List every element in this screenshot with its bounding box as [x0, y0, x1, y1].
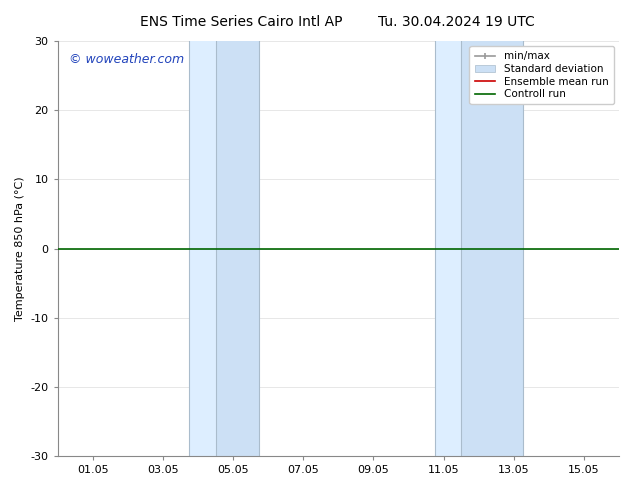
- Legend: min/max, Standard deviation, Ensemble mean run, Controll run: min/max, Standard deviation, Ensemble me…: [469, 46, 614, 104]
- Bar: [216, 41, 259, 456]
- Text: © woweather.com: © woweather.com: [69, 53, 184, 67]
- Text: Tu. 30.04.2024 19 UTC: Tu. 30.04.2024 19 UTC: [378, 15, 535, 29]
- Y-axis label: Temperature 850 hPa (°C): Temperature 850 hPa (°C): [15, 176, 25, 321]
- Bar: [190, 41, 216, 456]
- Bar: [435, 41, 461, 456]
- Text: ENS Time Series Cairo Intl AP: ENS Time Series Cairo Intl AP: [139, 15, 342, 29]
- Bar: [461, 41, 522, 456]
